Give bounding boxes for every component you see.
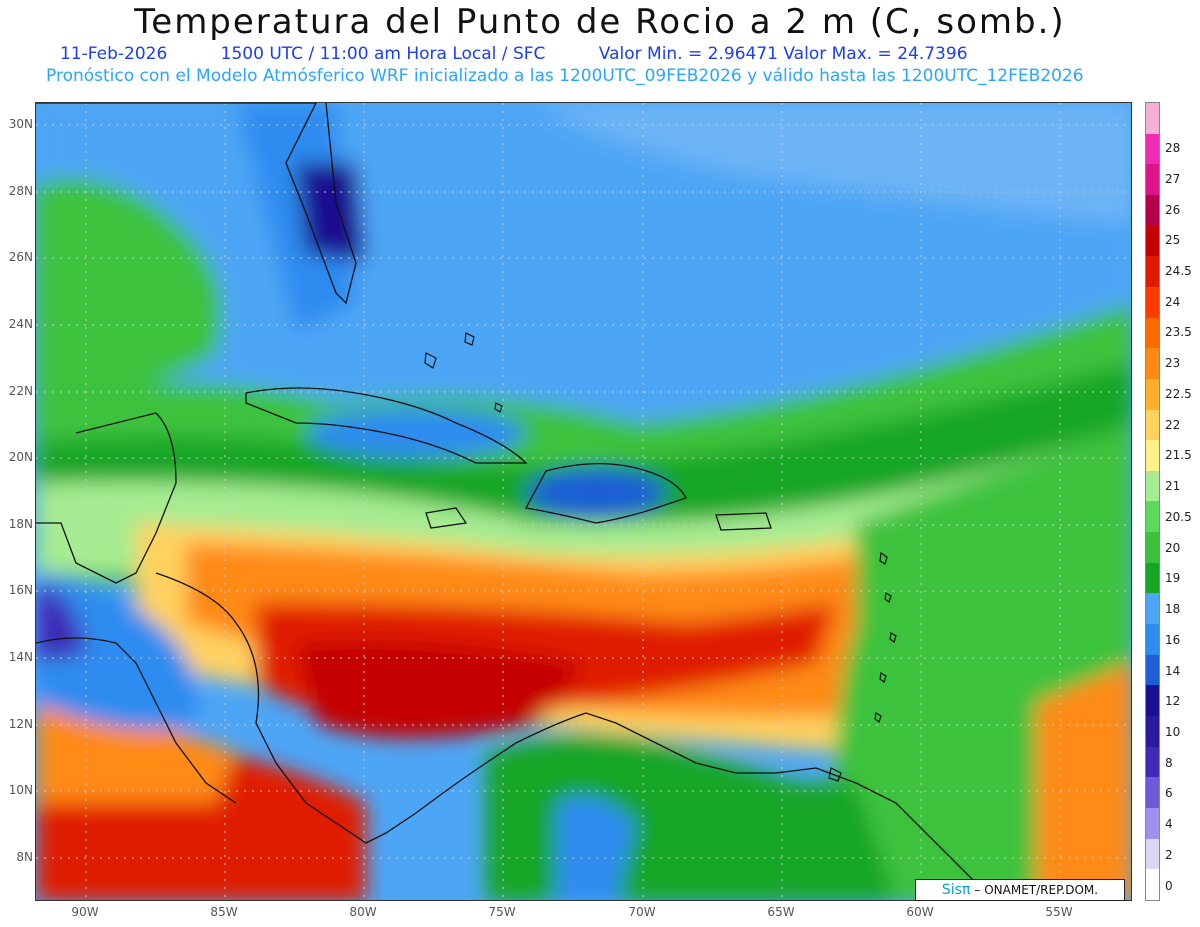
legend-level-label: 21.5 bbox=[1165, 448, 1192, 463]
legend-swatch bbox=[1146, 440, 1159, 471]
credit-box: Sisπ – ONAMET/REP.DOM. bbox=[915, 879, 1125, 901]
map-title: Temperatura del Punto de Rocio a 2 m (C,… bbox=[134, 2, 1066, 42]
legend-level-label: 28 bbox=[1165, 141, 1181, 156]
lat-label: 10N bbox=[8, 783, 33, 797]
legend-swatch bbox=[1146, 470, 1159, 502]
legend-level-label: 10 bbox=[1165, 724, 1181, 739]
legend-swatch bbox=[1146, 562, 1159, 594]
legend-level-label: 21 bbox=[1165, 479, 1181, 494]
legend-swatch bbox=[1146, 532, 1159, 563]
legend-swatch bbox=[1146, 378, 1159, 410]
legend-level-label: 0 bbox=[1165, 878, 1173, 893]
legend-swatch bbox=[1146, 716, 1159, 747]
lat-label: 20N bbox=[8, 450, 33, 464]
lat-label: 30N bbox=[8, 117, 33, 131]
lat-label: 28N bbox=[8, 184, 33, 198]
lat-label: 16N bbox=[8, 583, 33, 597]
legend-swatch bbox=[1146, 317, 1159, 349]
lon-label: 70W bbox=[628, 905, 656, 919]
color-legend bbox=[1145, 102, 1160, 901]
lon-label: 90W bbox=[71, 905, 99, 919]
lon-label: 85W bbox=[210, 905, 238, 919]
legend-level-label: 20.5 bbox=[1165, 509, 1192, 524]
legend-level-label: 27 bbox=[1165, 171, 1181, 186]
legend-level-label: 19 bbox=[1165, 571, 1181, 586]
legend-level-label: 8 bbox=[1165, 755, 1173, 770]
legend-level-label: 23 bbox=[1165, 356, 1181, 371]
legend-level-label: 20 bbox=[1165, 540, 1181, 555]
legend-level-label: 16 bbox=[1165, 632, 1181, 647]
min-max-values: Valor Min. = 2.96471 Valor Max. = 24.739… bbox=[598, 44, 968, 64]
forecast-time: 1500 UTC / 11:00 am Hora Local / SFC bbox=[220, 44, 546, 64]
legend-level-label: 26 bbox=[1165, 202, 1181, 217]
dewpoint-field bbox=[36, 103, 1131, 900]
lon-label: 60W bbox=[906, 905, 934, 919]
legend-level-label: 22.5 bbox=[1165, 386, 1192, 401]
legend-level-label: 12 bbox=[1165, 694, 1181, 709]
legend-swatch bbox=[1146, 286, 1159, 318]
legend-swatch bbox=[1146, 133, 1159, 165]
legend-level-label: 25 bbox=[1165, 233, 1181, 248]
legend-swatch bbox=[1146, 194, 1159, 226]
legend-swatch bbox=[1146, 501, 1159, 533]
legend-level-label: 2 bbox=[1165, 847, 1173, 862]
islands bbox=[424, 332, 897, 782]
sis-logo: Sisπ bbox=[941, 882, 971, 898]
legend-level-label: 24.5 bbox=[1165, 264, 1192, 279]
credit-text: – ONAMET/REP.DOM. bbox=[974, 883, 1099, 897]
legend-swatch bbox=[1146, 593, 1159, 625]
lat-label: 12N bbox=[8, 717, 33, 731]
legend-swatch bbox=[1146, 409, 1159, 441]
legend-level-label: 22 bbox=[1165, 417, 1181, 432]
lon-label: 65W bbox=[767, 905, 795, 919]
legend-level-label: 24 bbox=[1165, 294, 1181, 309]
legend-level-label: 14 bbox=[1165, 663, 1181, 678]
lat-label: 26N bbox=[8, 250, 33, 264]
legend-swatch bbox=[1146, 808, 1159, 839]
legend-swatch bbox=[1146, 348, 1159, 379]
legend-level-label: 4 bbox=[1165, 817, 1173, 832]
lat-label: 8N bbox=[16, 850, 33, 864]
legend-swatch bbox=[1146, 225, 1159, 257]
legend-swatch bbox=[1146, 869, 1159, 900]
map-canvas bbox=[36, 103, 1131, 900]
legend-level-label: 18 bbox=[1165, 602, 1181, 617]
legend-swatch bbox=[1146, 777, 1159, 809]
legend-level-label: 23.5 bbox=[1165, 325, 1192, 340]
legend-swatch bbox=[1146, 654, 1159, 686]
lon-label: 75W bbox=[488, 905, 516, 919]
lat-label: 24N bbox=[8, 317, 33, 331]
legend-swatch bbox=[1146, 624, 1159, 655]
coastlines bbox=[36, 103, 977, 884]
lon-label: 80W bbox=[349, 905, 377, 919]
legend-swatch bbox=[1146, 685, 1159, 717]
forecast-date: 11-Feb-2026 bbox=[60, 44, 168, 64]
lon-label: 55W bbox=[1045, 905, 1073, 919]
legend-swatch bbox=[1146, 164, 1159, 195]
legend-swatch bbox=[1146, 838, 1159, 870]
dewpoint-map bbox=[35, 102, 1132, 901]
subtitle-line-1: 11-Feb-2026 1500 UTC / 11:00 am Hora Loc… bbox=[60, 44, 968, 64]
lat-label: 22N bbox=[8, 384, 33, 398]
legend-swatch bbox=[1146, 746, 1159, 778]
subtitle-line-2: Pronóstico con el Modelo Atmósferico WRF… bbox=[46, 66, 1084, 86]
lat-label: 18N bbox=[8, 517, 33, 531]
legend-swatch bbox=[1146, 102, 1159, 134]
map-graticule bbox=[36, 103, 1131, 900]
lat-label: 14N bbox=[8, 650, 33, 664]
legend-level-label: 6 bbox=[1165, 786, 1173, 801]
legend-swatch bbox=[1146, 256, 1159, 287]
